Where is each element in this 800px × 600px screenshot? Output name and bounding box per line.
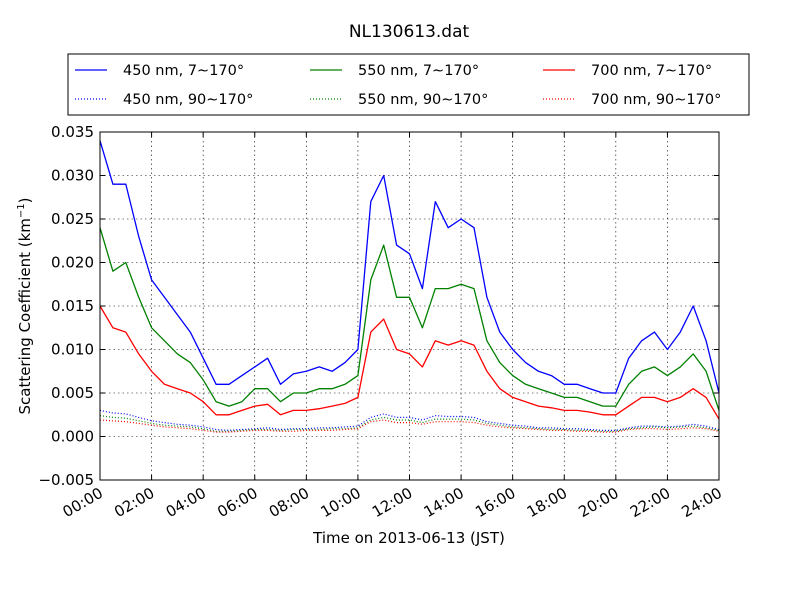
- series-line-1: [99, 140, 720, 394]
- x-tick-label: 08:00: [266, 484, 312, 521]
- series-line-2: [99, 227, 720, 411]
- ticks: [99, 131, 720, 481]
- y-tick-label: −0.005: [38, 471, 94, 489]
- x-tick-label: 00:00: [60, 484, 106, 521]
- y-axis-label: Scattering Coefficient (km−1): [16, 197, 34, 414]
- series-line-4: [99, 409, 720, 431]
- series-layer: [99, 140, 720, 433]
- y-tick-label: 0.005: [51, 384, 94, 402]
- legend-entry-label: 700 nm, 7∼170°: [591, 63, 712, 79]
- legend-entry-label: 450 nm, 90∼170°: [123, 92, 253, 108]
- series-line-6: [99, 419, 720, 433]
- x-tick-label: 18:00: [524, 484, 570, 521]
- y-axis-label-suffix: ): [16, 197, 34, 203]
- y-axis-label-prefix: Scattering Coefficient (km: [16, 218, 34, 414]
- y-tick-label: 0.000: [51, 428, 94, 446]
- legend-entry-label: 550 nm, 90∼170°: [358, 92, 488, 108]
- series-line-3: [99, 305, 720, 420]
- y-tick-labels: −0.005 0.000 0.005 0.010 0.015 0.020 0.025 0.03…: [38, 123, 94, 489]
- legend-box: [67, 53, 750, 116]
- x-tick-label: 24:00: [679, 484, 725, 521]
- y-tick-label: 0.025: [51, 210, 94, 228]
- x-tick-label: 06:00: [214, 484, 260, 521]
- x-tick-label: 20:00: [575, 484, 621, 521]
- x-tick-labels: 00:00 02:00 04:00 06:00 08:00 10:00 12:00 14:00…: [60, 484, 725, 521]
- y-tick-label: 0.010: [51, 341, 94, 359]
- x-tick-label: 10:00: [317, 484, 363, 521]
- x-tick-label: 02:00: [111, 484, 157, 521]
- x-tick-label: 12:00: [369, 484, 415, 521]
- y-axis-label-unit-exponent: −1: [16, 203, 27, 218]
- y-tick-label: 0.020: [51, 254, 94, 272]
- x-tick-label: 22:00: [627, 484, 673, 521]
- y-tick-label: 0.015: [51, 297, 94, 315]
- legend-entry-label: 450 nm, 7∼170°: [123, 63, 244, 79]
- chart-title: NL130613.dat: [349, 22, 470, 42]
- legend: 450 nm, 7∼170° 550 nm, 7∼170° 700 nm, 7∼17…: [67, 53, 750, 116]
- x-tick-label: 16:00: [472, 484, 518, 521]
- x-tick-label: 14:00: [421, 484, 467, 521]
- x-axis-label: Time on 2013-06-13 (JST): [312, 529, 505, 547]
- y-tick-label: 0.035: [51, 123, 94, 141]
- y-tick-label: 0.030: [51, 167, 94, 185]
- x-tick-label: 04:00: [163, 484, 209, 521]
- legend-entry-label: 550 nm, 7∼170°: [358, 63, 479, 79]
- legend-entry-label: 700 nm, 90∼170°: [591, 92, 721, 108]
